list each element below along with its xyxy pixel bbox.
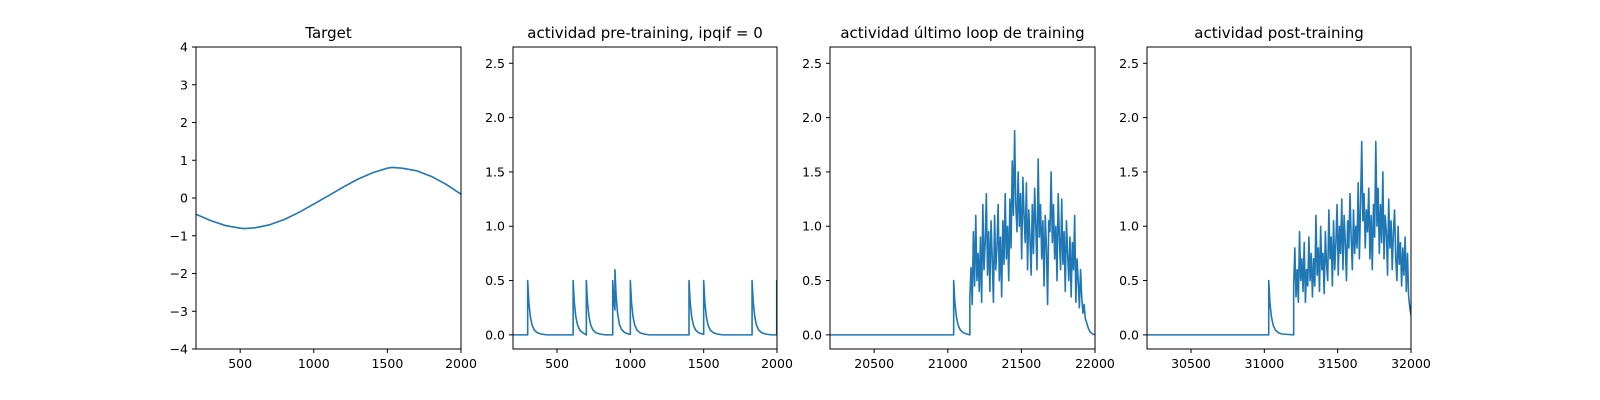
- subplot-3: 20500 21000 21500 22000 0.0 0.5 1.0 1.5 2.0 2.5 ac…: [802, 24, 1115, 371]
- x-tick-label: 1500: [688, 356, 720, 371]
- y-tick-label: 0.0: [1119, 327, 1139, 342]
- y-tick-label: 0.5: [485, 273, 505, 288]
- y-tick-label: −2: [170, 266, 188, 281]
- y-tick-label: 1.5: [1119, 164, 1139, 179]
- y-tick-label: −4: [170, 342, 188, 357]
- y-tick-label: 2.5: [485, 56, 505, 71]
- y-tick-label: 2.5: [802, 56, 822, 71]
- y-tick-label: −3: [170, 304, 188, 319]
- x-tick-label: 31000: [1244, 356, 1284, 371]
- y-tick-label: 0.0: [485, 327, 505, 342]
- subplot-title: actividad último loop de training: [840, 24, 1084, 42]
- series-line-1: [830, 129, 1095, 336]
- y-tick-label: 1: [180, 153, 188, 168]
- y-tick-label: 2.0: [802, 110, 822, 125]
- x-tick-label: 500: [228, 356, 252, 371]
- subplot-1: 500 1000 1500 2000 −4 −3 −2 −1 0 1 2 3 4 Target: [170, 24, 477, 371]
- y-tick-label: 1.0: [485, 219, 505, 234]
- y-tick-label: 1.5: [485, 164, 505, 179]
- y-tick-label: 0.5: [1119, 273, 1139, 288]
- y-tick-label: 1.5: [802, 164, 822, 179]
- x-tick-label: 22000: [1075, 356, 1115, 371]
- y-tick-label: 2.5: [1119, 56, 1139, 71]
- subplot-4: 30500 31000 31500 32000 0.0 0.5 1.0 1.5 2.0 2.5 ac…: [1119, 24, 1431, 371]
- x-tick-label: 30500: [1171, 356, 1211, 371]
- y-tick-label: 3: [180, 77, 188, 92]
- y-tick-label: −1: [170, 228, 188, 243]
- y-tick-label: 1.0: [802, 219, 822, 234]
- x-tick-label: 20500: [854, 356, 894, 371]
- y-tick-label: 4: [180, 40, 188, 55]
- x-tick-label: 21000: [928, 356, 968, 371]
- x-tick-label: 32000: [1391, 356, 1431, 371]
- subplot-2: 500 1000 1500 2000 0.0 0.5 1.0 1.5 2.0 2.5 activid…: [485, 24, 793, 371]
- x-tick-label: 2000: [761, 356, 793, 371]
- subplot-title: Target: [304, 24, 352, 42]
- x-tick-label: 1500: [371, 356, 403, 371]
- y-tick-label: 2.0: [485, 110, 505, 125]
- axes-frame: [829, 46, 1096, 350]
- x-tick-label: 21500: [1002, 356, 1042, 371]
- series-line-1: [196, 166, 461, 230]
- series-line-1: [1147, 140, 1411, 336]
- x-tick-label: 500: [545, 356, 569, 371]
- x-tick-label: 1000: [298, 356, 330, 371]
- subplot-grid: 500 1000 1500 2000 −4 −3 −2 −1 0 1 2 3 4 Target 500 100…: [170, 24, 1431, 371]
- y-tick-label: 2.0: [1119, 110, 1139, 125]
- axes-frame: [1146, 46, 1412, 350]
- x-tick-label: 2000: [445, 356, 477, 371]
- y-tick-label: 1.0: [1119, 219, 1139, 234]
- y-tick-label: 0.0: [802, 327, 822, 342]
- x-tick-label: 1000: [614, 356, 646, 371]
- y-tick-label: 0.5: [802, 273, 822, 288]
- subplot-title: actividad pre-training, ipqif = 0: [527, 24, 763, 42]
- axes-frame: [512, 46, 778, 350]
- x-tick-label: 31500: [1318, 356, 1358, 371]
- series-line-1: [513, 268, 777, 336]
- y-tick-label: 0: [180, 191, 188, 206]
- subplot-title: actividad post-training: [1194, 24, 1363, 42]
- y-tick-label: 2: [180, 115, 188, 130]
